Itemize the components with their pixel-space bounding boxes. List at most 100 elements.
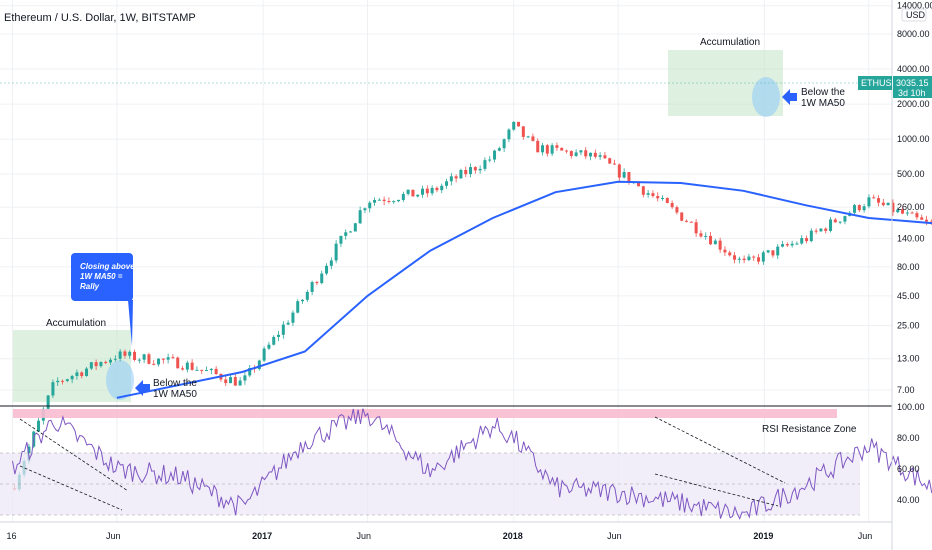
candle-body bbox=[85, 368, 89, 377]
candle-body bbox=[641, 186, 645, 195]
candle-body bbox=[704, 235, 708, 237]
candle-body bbox=[200, 369, 204, 371]
candle-body bbox=[89, 362, 93, 369]
currency-badge-text: USD bbox=[906, 10, 926, 20]
candle-body bbox=[579, 150, 583, 153]
candle-body bbox=[742, 258, 746, 261]
candle-body bbox=[238, 380, 242, 386]
candle-body bbox=[790, 243, 794, 246]
candle-body bbox=[805, 238, 809, 242]
candle-body bbox=[449, 176, 453, 182]
candle-body bbox=[152, 363, 156, 365]
price-tick-label: 4000.00 bbox=[897, 64, 930, 74]
time-tick-label: Jun bbox=[106, 531, 121, 541]
rsi-trend-lower-2016 bbox=[19, 465, 123, 511]
time-axis[interactable]: 16Jun2017Jun2018Jun2019Jun2020Jun2021Jun… bbox=[7, 531, 932, 541]
candle-body bbox=[157, 358, 161, 365]
price-axis[interactable]: 14000.00 8000.00 4000.00 2000.00 1000.00 500.… bbox=[897, 1, 932, 395]
candle-body bbox=[728, 252, 732, 256]
candle-body bbox=[123, 351, 127, 356]
candle-body bbox=[488, 159, 492, 161]
below-ma-arrow-2022: Below the 1W MA50 bbox=[782, 87, 845, 109]
candle-body bbox=[310, 282, 314, 292]
candle-body bbox=[493, 150, 497, 160]
rsi-axis[interactable]: 100.00 80.00 60.00 40.00 bbox=[897, 402, 925, 505]
candle-body bbox=[137, 359, 141, 361]
candle-body bbox=[613, 163, 617, 165]
candle-body bbox=[425, 188, 429, 194]
price-tick-label: 25.00 bbox=[897, 321, 920, 331]
candle-body bbox=[809, 230, 813, 242]
candle-body bbox=[325, 265, 329, 274]
rsi-tick-label: 100.00 bbox=[897, 402, 925, 412]
candle-body bbox=[147, 354, 151, 364]
candle-body bbox=[142, 354, 146, 360]
candle-body bbox=[363, 208, 367, 211]
candle-body bbox=[483, 160, 487, 169]
candle-body bbox=[925, 219, 929, 222]
candle-body bbox=[877, 198, 881, 203]
candle-body bbox=[737, 258, 741, 260]
candle-body bbox=[205, 370, 209, 372]
candle-body bbox=[526, 136, 530, 138]
price-pane[interactable] bbox=[0, 50, 932, 492]
candle-body bbox=[416, 194, 420, 197]
candle-body bbox=[555, 145, 559, 148]
candle-body bbox=[248, 368, 252, 376]
candle-body bbox=[190, 362, 194, 370]
candle-body bbox=[699, 233, 703, 237]
candle-body bbox=[872, 197, 876, 199]
candle-body bbox=[733, 255, 737, 260]
rsi-tick-label: 80.00 bbox=[897, 433, 920, 443]
candle-body bbox=[46, 395, 50, 409]
bubble-line-1: Closing above bbox=[80, 262, 135, 271]
rsi-pane[interactable]: RSI Resistance Zone bbox=[0, 408, 932, 520]
rsi-line bbox=[12, 408, 932, 520]
candle-body bbox=[277, 334, 281, 337]
price-tick-label: 8000.00 bbox=[897, 29, 930, 39]
candle-body bbox=[387, 201, 391, 203]
candle-body bbox=[454, 176, 458, 179]
candle-body bbox=[541, 145, 545, 153]
candle-body bbox=[469, 167, 473, 175]
candle-body bbox=[891, 202, 895, 213]
candle-body bbox=[867, 197, 871, 207]
time-tick-label: 2017 bbox=[252, 531, 272, 541]
price-tick-label: 14000.00 bbox=[897, 1, 932, 11]
rsi-tick-label: 40.00 bbox=[897, 495, 920, 505]
currency-badge[interactable]: USD bbox=[901, 8, 927, 22]
candle-body bbox=[133, 351, 137, 360]
candle-body bbox=[536, 140, 540, 153]
candle-body bbox=[723, 249, 727, 253]
candle-body bbox=[195, 369, 199, 371]
price-label-symbol: ETHUSD bbox=[861, 78, 899, 88]
candle-body bbox=[118, 351, 122, 359]
candle-body bbox=[517, 121, 521, 127]
candle-body bbox=[401, 193, 405, 200]
candle-body bbox=[627, 172, 631, 183]
candle-body bbox=[781, 244, 785, 247]
price-tick-label: 500.00 bbox=[897, 169, 925, 179]
candle-body bbox=[545, 145, 549, 154]
candle-body bbox=[301, 299, 305, 302]
candle-body bbox=[785, 244, 789, 246]
price-label-countdown: 3d 10h bbox=[898, 88, 926, 98]
candle-body bbox=[819, 228, 823, 232]
candle-body bbox=[752, 256, 756, 258]
candle-body bbox=[589, 152, 593, 157]
candle-body bbox=[665, 197, 669, 203]
price-tick-label: 7.00 bbox=[897, 385, 915, 395]
price-tick-label: 140.00 bbox=[897, 234, 925, 244]
candle-body bbox=[502, 139, 506, 149]
candle-body bbox=[896, 209, 900, 213]
candle-body bbox=[75, 372, 79, 376]
candle-body bbox=[862, 206, 866, 211]
below-ma-text-2022-b: 1W MA50 bbox=[801, 98, 845, 109]
candle-body bbox=[272, 336, 276, 345]
highlight-circle-2022 bbox=[752, 77, 780, 117]
candle-body bbox=[853, 205, 857, 213]
candle-body bbox=[905, 212, 909, 214]
candle-body bbox=[185, 362, 189, 370]
below-ma-text-2016-a: Below the bbox=[153, 378, 197, 389]
